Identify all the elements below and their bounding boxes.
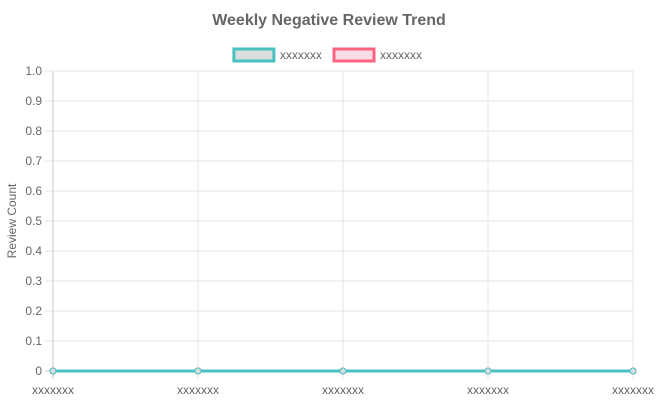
chart-title: Weekly Negative Review Trend [212, 12, 446, 29]
legend-label: xxxxxxx [280, 48, 322, 62]
data-point[interactable] [629, 367, 637, 375]
data-point[interactable] [484, 367, 492, 375]
x-tick-label: xxxxxxx [322, 383, 364, 397]
series-layer [49, 367, 637, 375]
y-tick-label: 0.6 [25, 184, 42, 198]
legend-swatch [232, 47, 276, 63]
y-axis-ticks: 0 0.1 0.2 0.3 0.4 0.5 0.6 0.7 0.8 0.9 1.0 [25, 64, 42, 378]
y-tick-label: 1.0 [25, 64, 42, 78]
y-tick-label: 0.7 [25, 154, 42, 168]
y-tick-label: 0.4 [25, 244, 42, 258]
y-tick-label: 0.2 [25, 304, 42, 318]
x-tick-label: xxxxxxx [467, 383, 509, 397]
x-tick-label: xxxxxxx [177, 383, 219, 397]
y-tick-label: 0.9 [25, 94, 42, 108]
x-axis-ticks: xxxxxxx xxxxxxx xxxxxxx xxxxxxx xxxxxxx [32, 383, 654, 397]
y-tick-label: 0.1 [25, 334, 42, 348]
data-point[interactable] [49, 367, 57, 375]
y-axis-title: Review Count [5, 183, 19, 258]
x-tick-label: xxxxxxx [612, 383, 654, 397]
y-tick-label: 0.3 [25, 274, 42, 288]
legend-swatch [332, 47, 376, 63]
legend-item-2[interactable]: xxxxxxx [332, 47, 422, 63]
y-tick-label: 0.8 [25, 124, 42, 138]
data-point[interactable] [339, 367, 347, 375]
legend-item-1[interactable]: xxxxxxx [232, 47, 322, 63]
data-point[interactable] [194, 367, 202, 375]
legend-label: xxxxxxx [380, 48, 422, 62]
y-tick-label: 0 [35, 364, 42, 378]
legend[interactable]: xxxxxxx xxxxxxx [232, 47, 422, 63]
y-tick-label: 0.5 [25, 214, 42, 228]
grid-lines [45, 70, 634, 379]
x-tick-label: xxxxxxx [32, 383, 74, 397]
